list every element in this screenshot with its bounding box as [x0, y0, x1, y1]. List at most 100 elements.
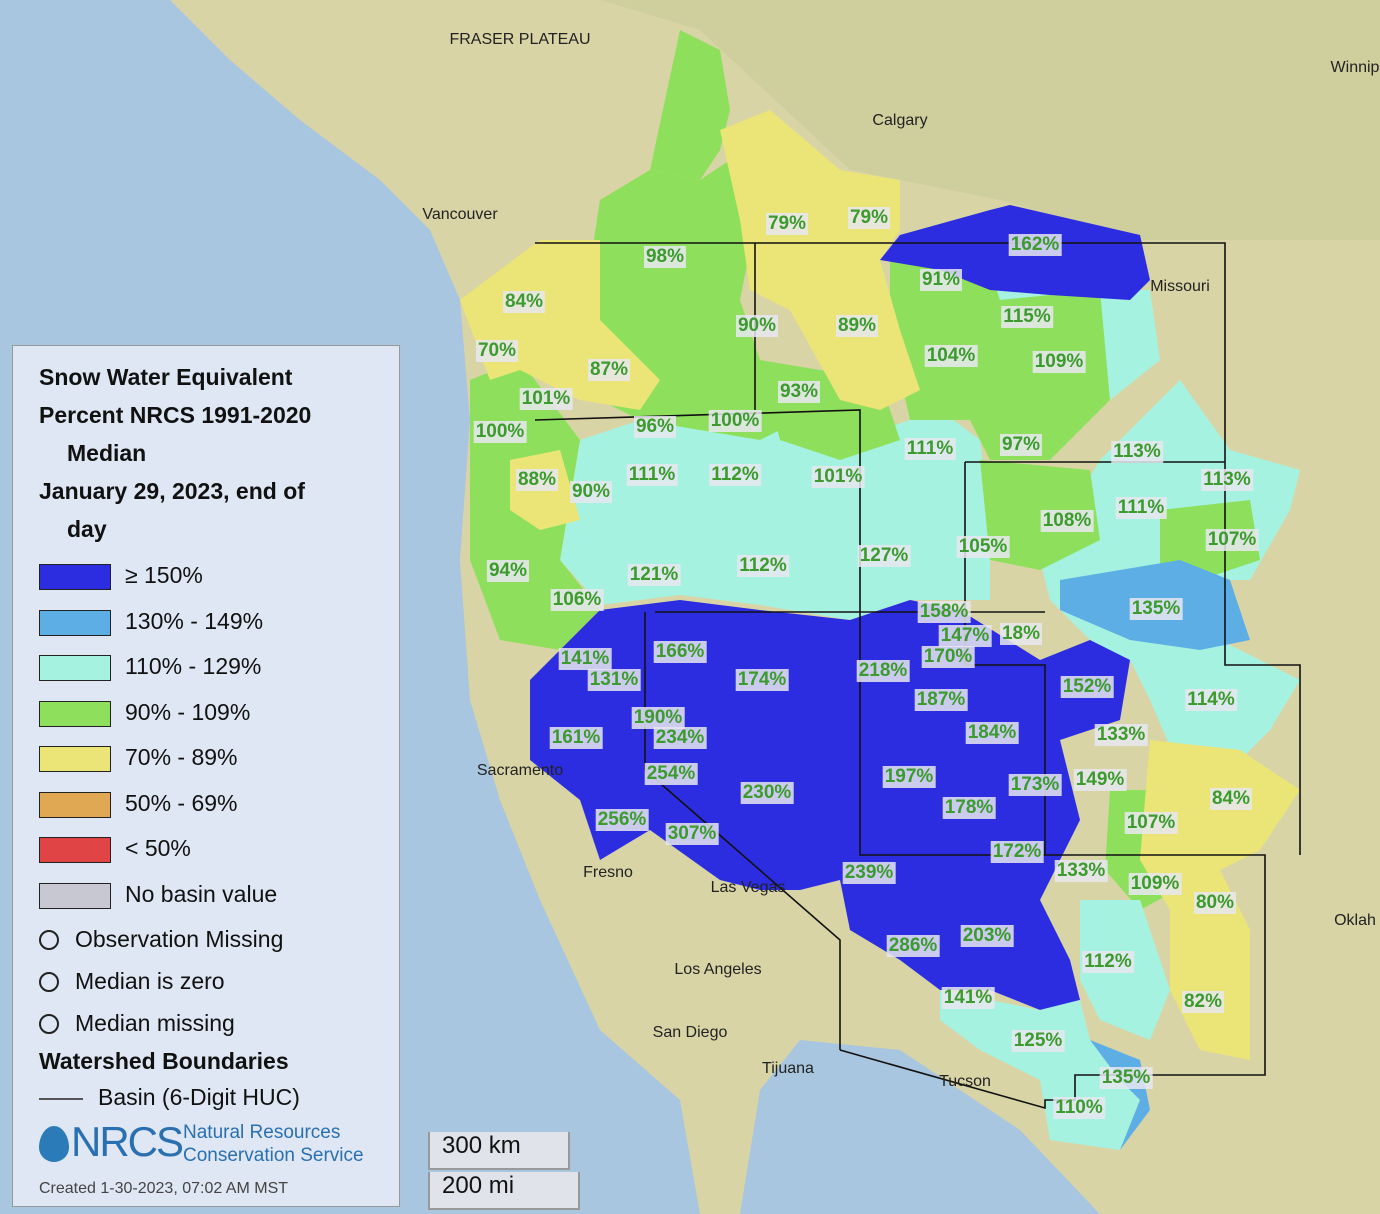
legend-label: ≥ 150% — [125, 562, 203, 588]
place-label: San Diego — [652, 1024, 728, 1041]
basin-label: 234% — [653, 727, 707, 749]
place-label: Tijuana — [762, 1060, 814, 1077]
legend-swatch — [39, 746, 111, 772]
basin-label: 141% — [941, 987, 995, 1009]
place-label: Calgary — [872, 112, 928, 129]
basin-label: 184% — [965, 722, 1019, 744]
basin-label: 79% — [847, 207, 891, 229]
basin-label: 121% — [627, 564, 681, 586]
basin-label: 190% — [631, 707, 685, 729]
legend-label: 90% - 109% — [125, 698, 251, 725]
basin-label: 158% — [917, 601, 971, 623]
legend-swatch — [39, 882, 111, 909]
basin-label: 94% — [486, 560, 530, 582]
basin-label: 152% — [1060, 676, 1114, 698]
basin-label: 133% — [1094, 724, 1148, 746]
boundaries-title: Watershed Boundaries — [39, 1048, 289, 1074]
place-label: FRASER PLATEAU — [449, 31, 591, 48]
logo-drop — [39, 1126, 69, 1162]
basin-label: 112% — [1082, 951, 1134, 973]
legend-swatch — [39, 791, 111, 818]
place-label: Oklah — [1334, 912, 1376, 929]
basin-label: 131% — [587, 669, 641, 691]
basin-label: 89% — [835, 315, 879, 337]
basin-label: 91% — [919, 269, 963, 291]
basin-label: 90% — [735, 315, 779, 337]
legend-swatch — [39, 700, 111, 727]
basin-label: 141% — [558, 648, 612, 670]
boundary-line — [39, 1098, 83, 1100]
basin-label: 114% — [1185, 689, 1237, 711]
basin-label: 111% — [1115, 497, 1167, 519]
basin-label: 79% — [765, 213, 809, 235]
legend-swatch — [39, 837, 111, 863]
created: Created 1-30-2023, 07:02 AM MST — [39, 1180, 289, 1197]
symbol-icon — [39, 1014, 59, 1034]
basin-label: 125% — [1011, 1030, 1065, 1052]
basin-label: 109% — [1032, 351, 1086, 373]
legend-title: day — [67, 516, 107, 542]
basin-label: 107% — [1205, 529, 1259, 551]
legend-label: 70% - 89% — [125, 744, 238, 770]
basin-label: 88% — [515, 469, 559, 491]
basin-label: 173% — [1008, 774, 1062, 796]
place-label: Vancouver — [422, 206, 498, 223]
legend-swatch — [39, 564, 111, 590]
symbol-label: Median missing — [75, 1010, 235, 1036]
legend-swatch — [39, 609, 111, 636]
place-label: Sacramento — [476, 762, 564, 779]
legend: Snow Water Equivalent Percent NRCS 1991-2… — [12, 345, 400, 1207]
scale-mi: 200 mi — [428, 1172, 580, 1210]
basin-label: 109% — [1128, 873, 1182, 895]
place-label: Las Vegas — [710, 879, 786, 896]
basin-label: 113% — [1201, 469, 1253, 491]
logo-acronym: NRCS — [71, 1118, 184, 1165]
state-lines — [534, 242, 1301, 1110]
basin-label: 135% — [1099, 1067, 1153, 1089]
land-north — [600, 0, 1380, 240]
basin-label: 286% — [886, 935, 940, 957]
legend-label: No basin value — [125, 880, 278, 907]
basin-label: 101% — [811, 466, 865, 488]
basin-label: 108% — [1040, 510, 1094, 532]
basin-label: 239% — [842, 862, 896, 884]
legend-title: Percent NRCS 1991-2020 — [39, 402, 312, 428]
basin-label: 98% — [643, 246, 687, 268]
basin-label: 93% — [777, 381, 821, 403]
basin-label: 82% — [1181, 991, 1225, 1013]
legend-label: 50% - 69% — [125, 789, 238, 816]
scale-km: 300 km — [428, 1132, 570, 1170]
legend-title: Snow Water Equivalent — [39, 364, 293, 390]
basin-label: 149% — [1073, 769, 1127, 791]
basin-label: 106% — [550, 589, 604, 611]
basin-label: 172% — [990, 841, 1044, 863]
basin-label: 133% — [1054, 860, 1108, 882]
place-label: Missouri — [1150, 278, 1210, 295]
basin-label: 18% — [999, 623, 1043, 645]
basin-label: 254% — [644, 763, 698, 785]
basin-label: 178% — [942, 797, 996, 819]
basin-label: 112% — [709, 464, 761, 486]
basin-label: 80% — [1193, 892, 1237, 914]
basin-label: 100% — [708, 410, 762, 432]
legend-label: 130% - 149% — [125, 607, 264, 634]
basin-label: 170% — [921, 646, 975, 668]
basin-label: 174% — [735, 669, 789, 691]
basin-label: 187% — [914, 689, 968, 711]
basin-label: 112% — [737, 555, 789, 577]
basin-label: 203% — [960, 925, 1014, 947]
basin-label: 218% — [856, 660, 910, 682]
basin-label: 105% — [956, 536, 1010, 558]
legend-label: 110% - 129% — [125, 653, 262, 679]
basin-label: 147% — [938, 625, 992, 647]
basin — [530, 600, 1130, 1010]
boundary-label: Basin (6-Digit HUC) — [98, 1084, 300, 1110]
basin-label: 197% — [882, 766, 936, 788]
basin-label: 127% — [857, 545, 911, 567]
logo-line1: Natural Resources — [183, 1122, 341, 1143]
logo-line2: Conservation Service — [183, 1145, 364, 1166]
basin-label: 84% — [502, 291, 546, 313]
legend-title: Median — [67, 440, 147, 466]
place-label: Fresno — [583, 864, 633, 881]
